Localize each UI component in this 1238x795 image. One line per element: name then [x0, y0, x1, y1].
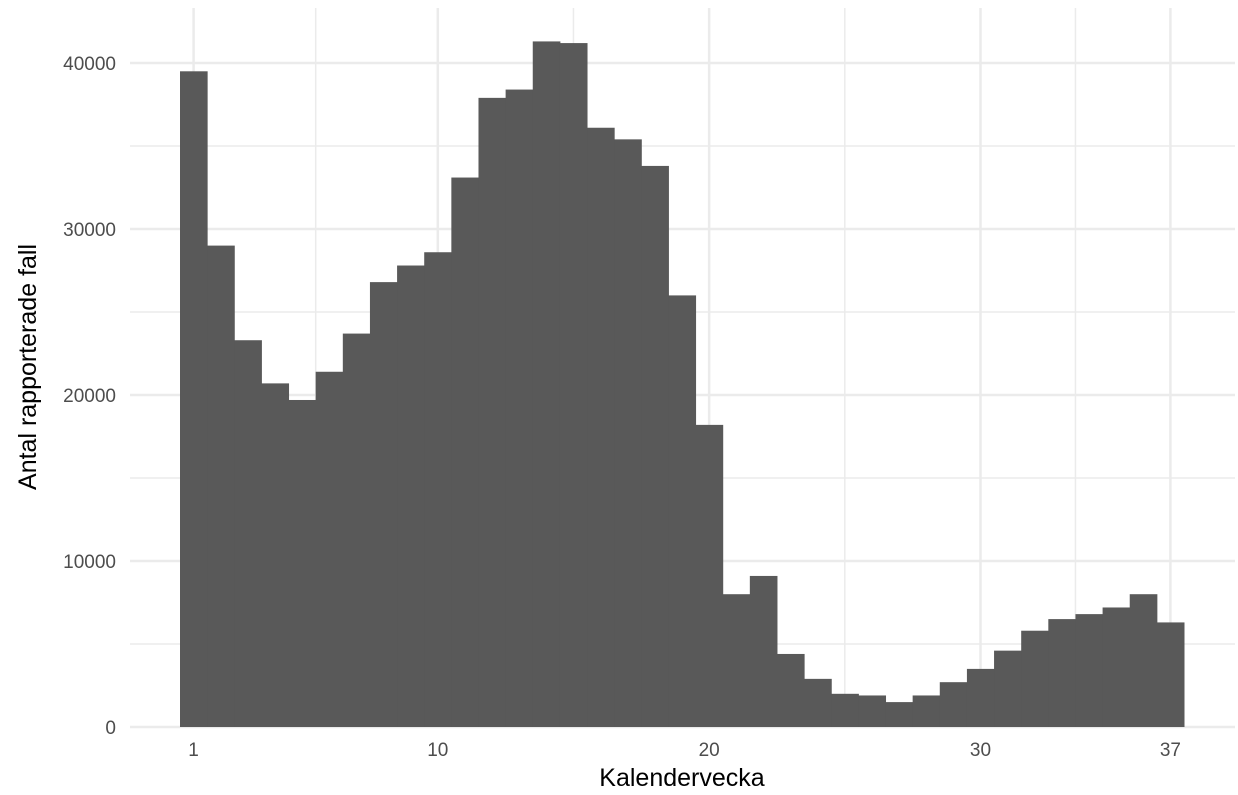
- x-tick-label: 30: [970, 740, 991, 761]
- y-tick-label: 0: [105, 718, 116, 739]
- bar: [912, 695, 941, 727]
- bar: [1156, 622, 1185, 727]
- x-tick-label: 20: [699, 740, 720, 761]
- bar: [342, 333, 371, 727]
- y-tick-label: 30000: [63, 220, 116, 241]
- bar: [261, 383, 290, 727]
- bar: [1129, 594, 1158, 727]
- bar: [288, 399, 317, 727]
- bar: [966, 668, 995, 727]
- x-tick-label: 37: [1160, 740, 1181, 761]
- bar: [994, 650, 1022, 727]
- bar: [614, 139, 642, 728]
- bar: [804, 678, 832, 727]
- bar: [451, 177, 479, 728]
- bar: [1102, 607, 1131, 727]
- bar: [234, 340, 262, 727]
- bar: [939, 682, 968, 727]
- y-tick-label: 20000: [63, 386, 116, 407]
- bar: [505, 89, 534, 727]
- x-axis-tick-labels: 1 10 20 30 37: [188, 740, 1181, 761]
- x-axis-title: Kalendervecka: [599, 764, 764, 792]
- bar: [369, 282, 398, 727]
- bar: [1075, 614, 1104, 727]
- y-tick-label: 10000: [63, 552, 116, 573]
- bar: [397, 265, 425, 727]
- bar: [207, 245, 235, 727]
- bar: [749, 575, 778, 727]
- bar: [831, 693, 859, 727]
- bar: [559, 43, 588, 727]
- bar: [722, 594, 751, 727]
- y-axis-tick-labels: 0 10000 20000 30000 40000: [63, 54, 116, 739]
- bar: [180, 71, 208, 728]
- bars: [180, 41, 1185, 728]
- bar: [424, 252, 452, 728]
- bar: [478, 97, 507, 728]
- bar: [641, 165, 669, 728]
- bar: [858, 695, 887, 727]
- x-tick-label: 1: [188, 740, 199, 761]
- bar: [587, 127, 615, 728]
- bar: [776, 653, 805, 727]
- bar: [885, 702, 914, 727]
- bar: [532, 41, 561, 728]
- bar: [1048, 619, 1076, 727]
- bar: [1021, 630, 1049, 727]
- x-tick-label: 10: [427, 740, 448, 761]
- bar: [668, 295, 697, 727]
- y-tick-label: 40000: [63, 54, 116, 75]
- bar: [695, 424, 724, 727]
- bar: [315, 371, 344, 727]
- y-axis-title: Antal rapporterade fall: [14, 244, 42, 490]
